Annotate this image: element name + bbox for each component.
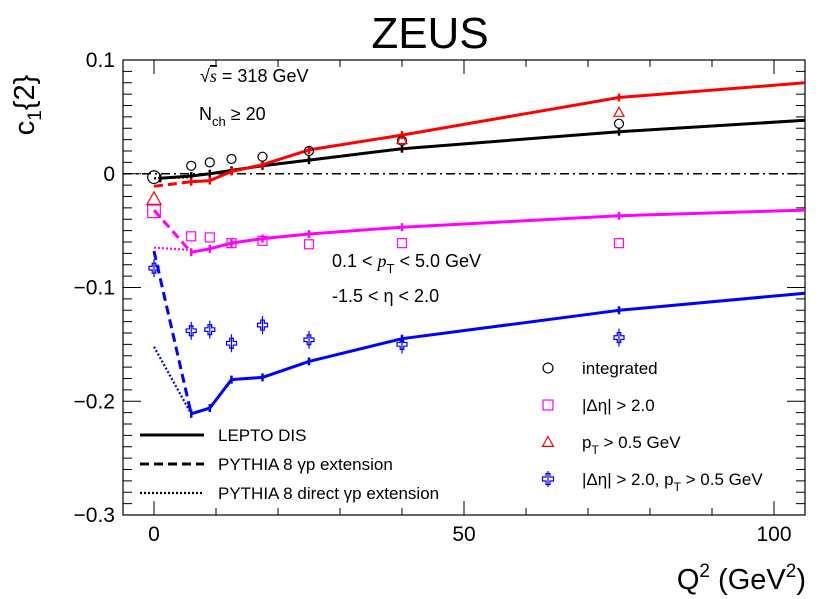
annotation-pt-range: 0.1 < pT < 5.0 GeV <box>332 251 481 276</box>
annotation-energy: √s = 318 GeV <box>200 66 308 86</box>
legend-label: PYTHIA 8 γp extension <box>218 455 393 474</box>
legend-label-sub: T <box>591 443 599 457</box>
data-point-square <box>303 239 315 250</box>
y-tick-label: 0.1 <box>86 49 115 72</box>
y-axis-label-suffix: {2} <box>9 74 41 110</box>
annotation-pt-sub: T <box>387 261 395 276</box>
annotation-pt-left: 0.1 < <box>332 251 378 271</box>
annotation-nch-main: N <box>199 104 212 124</box>
legend-label: |Δη| > 2.0 <box>582 396 655 415</box>
data-point-cross <box>303 334 315 346</box>
y-tick-label: 0 <box>103 163 115 186</box>
model-curve-dashed <box>152 209 193 254</box>
x-axis-label-main: Q <box>677 564 700 596</box>
model-curve-solid <box>191 81 806 184</box>
plot-frame-group <box>122 59 806 516</box>
model-curves-group <box>152 81 806 418</box>
legend-label-main: p <box>582 433 591 452</box>
data-point-cross <box>256 319 269 331</box>
model-curve-solid <box>190 208 806 254</box>
data-point-cross <box>225 337 238 349</box>
model-curve-dotted <box>153 346 193 415</box>
annotation-pt-right: < 5.0 GeV <box>395 251 482 271</box>
y-tick-label: −0.1 <box>74 277 115 300</box>
annotation-sqrt: √ <box>200 66 210 86</box>
x-axis-label-close: ) <box>796 564 806 596</box>
annotation-pt-sym: p <box>376 251 387 271</box>
data-point-triangle <box>395 133 409 145</box>
data-point-cross <box>148 262 160 274</box>
y-axis-label-sub: 1 <box>25 110 46 121</box>
legend-marker-triangle <box>541 435 555 447</box>
data-point-circle <box>147 170 161 185</box>
legend-label: |Δη| > 2.0, pT > 0.5 GeV <box>582 470 763 494</box>
annotation-eta-range: -1.5 < η < 2.0 <box>332 286 439 306</box>
legend-label-sub: T <box>674 480 682 494</box>
data-point-circle <box>303 145 315 157</box>
data-point-cross <box>396 338 408 350</box>
model-curve-dashed <box>153 180 192 188</box>
data-point-cross <box>185 325 197 337</box>
data-point-circle <box>204 157 215 168</box>
annotation-nch: Nch ≥ 20 <box>199 104 266 129</box>
legend-marker-square <box>542 399 554 411</box>
data-point-cross <box>204 323 216 336</box>
y-tick-label: −0.3 <box>74 504 115 527</box>
annotation-s: s <box>210 66 217 86</box>
x-tick-label: 100 <box>756 523 791 546</box>
x-axis-label-units: (GeV <box>710 564 786 596</box>
data-point-triangle <box>145 190 163 205</box>
data-point-square <box>226 238 237 249</box>
x-axis-label-units-sup: 2 <box>786 561 797 582</box>
chart-title: ZEUS <box>371 9 488 58</box>
data-point-triangle <box>612 106 626 117</box>
legend-label-main: |Δη| > 2.0, p <box>582 470 674 489</box>
legend-label: pT > 0.5 GeV <box>582 433 681 457</box>
data-points-group <box>145 106 626 354</box>
legend-marker-cross <box>541 472 555 486</box>
legend-label: PYTHIA 8 direct γp extension <box>218 484 439 503</box>
x-tick-label: 0 <box>148 523 160 546</box>
data-point-square <box>396 238 408 249</box>
y-axis-label-main: c <box>9 121 41 136</box>
legend-label-rest: > 0.5 GeV <box>681 470 763 489</box>
legend-marker-circle <box>542 362 554 374</box>
model-curve-solid <box>190 291 806 416</box>
data-point-circle <box>257 151 268 162</box>
data-point-circle <box>613 118 625 129</box>
legend-label: LEPTO DIS <box>218 426 307 445</box>
data-point-square <box>204 232 215 243</box>
x-axis-label-sup: 2 <box>699 561 710 582</box>
legend-label-rest: > 0.5 GeV <box>599 433 681 452</box>
data-point-square <box>613 238 625 249</box>
data-point-circle <box>396 135 408 146</box>
legend-label: integrated <box>582 359 658 378</box>
x-axis-label: Q2 (GeV2) <box>677 561 806 596</box>
model-curve-solid <box>160 118 806 180</box>
legend-group: LEPTO DIS PYTHIA 8 γp extension PYTHIA 8 d… <box>140 359 763 503</box>
y-tick-label: −0.2 <box>74 390 115 413</box>
annotation-nch-rest: ≥ 20 <box>226 104 266 124</box>
data-point-circle <box>186 160 197 171</box>
data-point-cross <box>613 331 625 344</box>
data-point-square <box>186 231 197 242</box>
annotation-energy-value: = 318 GeV <box>217 66 309 86</box>
data-point-square <box>147 204 161 219</box>
x-tick-label: 50 <box>452 523 475 546</box>
data-point-circle <box>226 153 237 165</box>
data-point-square <box>257 235 268 246</box>
annotation-nch-sub: ch <box>212 114 226 129</box>
y-axis-label: c1{2} <box>9 74 46 135</box>
